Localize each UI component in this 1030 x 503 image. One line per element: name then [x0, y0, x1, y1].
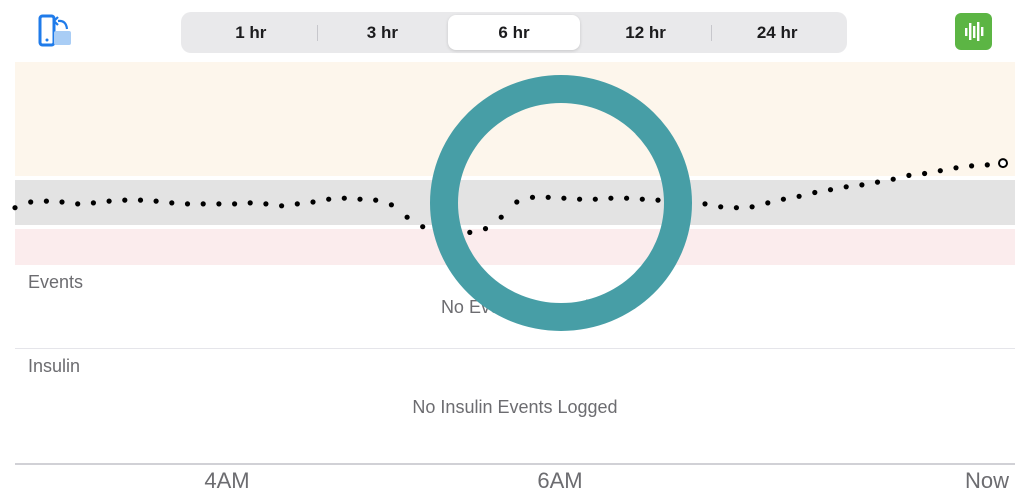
glucose-point: [12, 205, 18, 211]
glucose-point: [122, 197, 128, 203]
no-insulin-message: No Insulin Events Logged: [412, 397, 618, 417]
glucose-point: [200, 201, 206, 207]
glucose-point: [106, 198, 112, 204]
glucose-point: [812, 189, 818, 196]
glucose-point: [279, 203, 285, 209]
range-tab-24hr[interactable]: 24 hr: [711, 15, 843, 50]
glucose-point: [169, 200, 175, 206]
axis-label-4am: 4AM: [204, 468, 250, 493]
axis-label-now: Now: [964, 468, 1010, 493]
range-tab-3hr[interactable]: 3 hr: [316, 15, 449, 50]
glucose-point: [843, 184, 849, 190]
glucose-point: [326, 196, 332, 202]
glucose-point: [577, 196, 583, 202]
glucose-point: [686, 200, 692, 206]
no-events-message: No Events Logged: [440, 297, 590, 317]
glucose-point: [639, 196, 645, 202]
glucose-point: [906, 172, 912, 178]
glucose-point: [404, 214, 410, 220]
statistics-button[interactable]: [955, 13, 992, 50]
glucose-point: [153, 198, 159, 204]
high-range-zone: [15, 62, 1015, 176]
glucose-point: [702, 201, 708, 207]
glucose-point: [451, 231, 457, 237]
glucose-point: [969, 163, 975, 169]
glucose-point: [263, 201, 269, 207]
glucose-point: [294, 201, 300, 207]
time-range-selector: 1 hr 3 hr 6 hr 12 hr 24 hr: [181, 12, 847, 53]
time-axis: [15, 463, 1015, 465]
glucose-point: [671, 198, 677, 204]
glucose-point: [232, 201, 238, 207]
glucose-point: [592, 196, 598, 202]
glucose-point: [937, 168, 943, 174]
glucose-point: [827, 187, 834, 193]
glucose-point: [373, 197, 379, 203]
glucose-point: [529, 194, 536, 200]
glucose-point: [890, 176, 896, 182]
glucose-point: [420, 224, 426, 230]
glucose-point: [796, 193, 802, 199]
glucose-point: [467, 229, 473, 235]
phone-rotate-icon[interactable]: [36, 14, 74, 50]
glucose-point: [624, 195, 630, 201]
glucose-point: [984, 162, 990, 168]
glucose-point: [953, 165, 959, 171]
axis-label-6am: 6AM: [537, 468, 583, 493]
glucose-point: [247, 200, 253, 206]
glucose-point: [184, 201, 191, 207]
glucose-point: [90, 200, 96, 206]
glucose-point: [765, 200, 771, 206]
glucose-point: [341, 195, 347, 201]
glucose-point: [137, 197, 144, 203]
glucose-point: [733, 205, 740, 211]
glucose-point: [922, 170, 928, 177]
range-tab-1hr[interactable]: 1 hr: [235, 22, 267, 42]
events-label: Events: [28, 272, 84, 292]
glucose-point: [59, 199, 65, 205]
glucose-point: [749, 204, 755, 210]
glucose-point: [655, 197, 661, 203]
glucose-point: [310, 199, 316, 205]
glucose-point: [718, 204, 724, 210]
glucose-point: [357, 196, 363, 202]
insulin-label: Insulin: [28, 356, 81, 376]
bar-chart-icon: [965, 22, 984, 41]
glucose-point: [780, 196, 787, 202]
range-tab-12hr[interactable]: 12 hr: [625, 22, 666, 42]
glucose-point: [435, 227, 441, 234]
low-range-zone: [15, 229, 1015, 265]
glucose-point: [608, 195, 614, 201]
glucose-chart: [12, 62, 1015, 265]
section-divider: [15, 348, 1015, 349]
glucose-point: [514, 199, 520, 205]
latest-reading-point: [998, 158, 1008, 169]
glucose-point: [216, 201, 222, 207]
glucose-point: [561, 195, 567, 201]
glucose-point: [498, 214, 504, 220]
glucose-point: [859, 182, 865, 188]
glucose-point: [545, 194, 551, 200]
glucose-point: [874, 179, 881, 185]
range-tab-6hr[interactable]: 6 hr: [448, 15, 580, 50]
glucose-point: [482, 226, 489, 232]
glucose-point: [43, 198, 50, 204]
glucose-point: [75, 201, 81, 207]
glucose-point: [28, 199, 34, 205]
glucose-point: [388, 202, 394, 208]
